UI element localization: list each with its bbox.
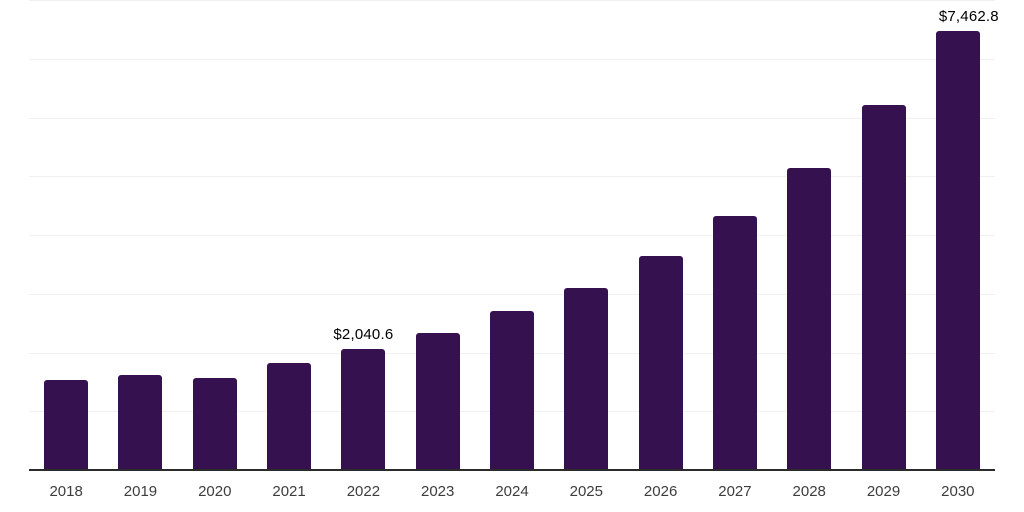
plot-area (29, 0, 995, 471)
gridline (29, 176, 995, 178)
bar-2028 (787, 168, 832, 469)
bar-2030 (935, 30, 980, 469)
gridline (29, 58, 995, 60)
gridline (29, 235, 995, 236)
bar-2025 (564, 287, 609, 469)
data-label-2022: $2,040.6 (333, 326, 394, 344)
bar-2021 (267, 362, 312, 469)
bar-2023 (415, 333, 460, 469)
x-tick-label-2022: 2022 (346, 483, 381, 500)
gridline (29, 293, 995, 295)
bar-2029 (861, 105, 906, 469)
x-tick-label-2029: 2029 (866, 483, 901, 500)
bar-2024 (490, 311, 534, 469)
x-tick-label-2027: 2027 (718, 483, 752, 500)
x-tick-label-2030: 2030 (941, 483, 975, 500)
bar-2022 (341, 349, 386, 469)
x-tick-label-2023: 2023 (421, 483, 455, 500)
x-tick-label-2024: 2024 (495, 483, 529, 500)
bar-2027 (712, 216, 757, 469)
bar-2026 (638, 256, 683, 469)
x-tick-label-2025: 2025 (569, 483, 603, 500)
bar-2019 (118, 375, 163, 469)
x-tick-label-2018: 2018 (49, 483, 83, 500)
bar-2018 (44, 380, 89, 469)
x-tick-label-2020: 2020 (198, 483, 232, 500)
x-axis-line (29, 469, 995, 471)
x-tick-label-2019: 2019 (123, 483, 158, 500)
x-tick-label-2021: 2021 (272, 483, 306, 500)
x-tick-label-2028: 2028 (792, 483, 826, 500)
gridline (29, 0, 995, 1)
bar-2020 (192, 377, 237, 469)
data-label-2030: $7,462.8 (938, 7, 999, 25)
x-tick-label-2026: 2026 (643, 483, 678, 500)
gridline (29, 117, 995, 119)
